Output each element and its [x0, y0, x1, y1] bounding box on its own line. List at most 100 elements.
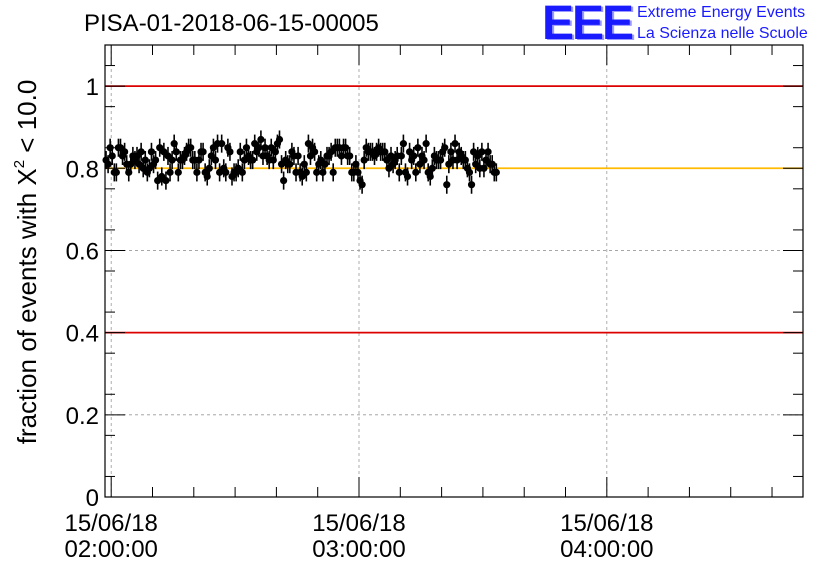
point-marker — [199, 148, 207, 156]
data-point — [428, 159, 436, 178]
data-point — [286, 155, 294, 174]
data-point — [443, 175, 451, 194]
reference-lines — [105, 85, 803, 334]
point-marker — [492, 168, 500, 176]
data-point — [441, 138, 449, 157]
axis-labels: 00.20.40.60.8115/06/1802:00:0015/06/1803… — [64, 74, 653, 563]
data-point — [222, 163, 230, 182]
point-marker — [451, 140, 459, 148]
data-series — [102, 130, 500, 194]
data-point — [403, 167, 412, 186]
data-point — [218, 134, 226, 153]
data-point — [151, 151, 160, 170]
data-point — [108, 146, 116, 165]
point-marker — [441, 144, 449, 152]
point-marker — [329, 168, 337, 176]
point-marker — [193, 168, 201, 176]
point-marker — [137, 148, 145, 156]
data-point — [199, 142, 207, 161]
y-tick-label: 0 — [86, 485, 99, 512]
point-marker — [410, 152, 418, 160]
data-point — [172, 142, 180, 161]
data-point — [226, 142, 234, 161]
data-point — [112, 163, 120, 182]
point-marker — [311, 148, 319, 156]
point-marker — [238, 168, 246, 176]
data-point — [168, 151, 176, 170]
point-marker — [218, 140, 226, 148]
data-point — [395, 163, 403, 182]
data-point — [275, 130, 284, 149]
data-point — [414, 138, 422, 157]
point-marker — [420, 156, 428, 164]
y-tick-label: 0.2 — [66, 403, 99, 430]
logo-line-2: La Scienza nelle Scuole — [637, 25, 808, 42]
point-marker — [162, 177, 170, 185]
data-point — [451, 134, 459, 153]
plot-frame — [104, 44, 804, 498]
point-marker — [275, 135, 284, 144]
data-point — [147, 142, 156, 161]
point-marker — [422, 140, 430, 148]
data-point — [137, 142, 145, 161]
chart-title: PISA-01-2018-06-15-00005 — [84, 10, 379, 37]
point-marker — [399, 140, 408, 148]
logo-line-1: Extreme Energy Events — [637, 4, 806, 21]
point-marker — [187, 144, 195, 152]
point-marker — [428, 164, 436, 172]
point-marker — [484, 148, 492, 156]
y-tick-label: 1 — [86, 74, 99, 101]
y-tick-label: 0.6 — [66, 238, 99, 265]
point-marker — [211, 156, 220, 164]
point-marker — [104, 160, 112, 168]
data-point — [399, 134, 408, 153]
x-tick-label-time: 02:00:00 — [64, 536, 157, 563]
point-marker — [151, 156, 160, 164]
x-tick-label-date: 15/06/18 — [64, 510, 157, 537]
y-axis-label: fraction of events with X2 < 10.0 — [11, 80, 42, 445]
point-marker — [478, 148, 486, 156]
eee-logo: EEE Extreme Energy Events La Scienza nel… — [542, 0, 832, 50]
point-marker — [397, 152, 405, 160]
data-point — [236, 142, 244, 161]
data-point — [465, 163, 474, 182]
axes — [105, 45, 803, 498]
point-marker — [395, 168, 403, 176]
data-point — [205, 159, 213, 178]
point-marker — [168, 156, 176, 164]
data-point — [294, 146, 302, 165]
data-point — [141, 151, 149, 170]
point-marker — [226, 148, 234, 156]
point-marker — [302, 168, 310, 176]
data-point — [311, 142, 319, 161]
data-point — [358, 175, 366, 194]
point-marker — [121, 148, 129, 156]
point-marker — [257, 135, 265, 144]
data-point — [174, 163, 182, 182]
point-marker — [222, 168, 230, 176]
point-marker — [360, 156, 368, 164]
point-marker — [112, 168, 120, 176]
point-marker — [286, 160, 294, 168]
point-marker — [141, 156, 149, 164]
data-point — [412, 163, 420, 182]
data-point — [484, 142, 492, 161]
data-point — [422, 134, 430, 153]
x-tick-label-date: 15/06/18 — [312, 510, 405, 537]
point-marker — [465, 168, 474, 176]
data-point — [360, 151, 368, 170]
data-point — [187, 138, 195, 157]
point-marker — [280, 177, 288, 185]
x-tick-label-time: 03:00:00 — [312, 536, 405, 563]
point-marker — [236, 148, 244, 156]
point-marker — [205, 164, 213, 172]
point-marker — [166, 168, 174, 176]
point-marker — [403, 172, 412, 181]
data-point — [329, 163, 337, 182]
point-marker — [174, 168, 182, 176]
data-point — [492, 163, 500, 182]
data-point — [238, 163, 246, 182]
data-point — [397, 146, 405, 165]
point-marker — [249, 156, 257, 164]
